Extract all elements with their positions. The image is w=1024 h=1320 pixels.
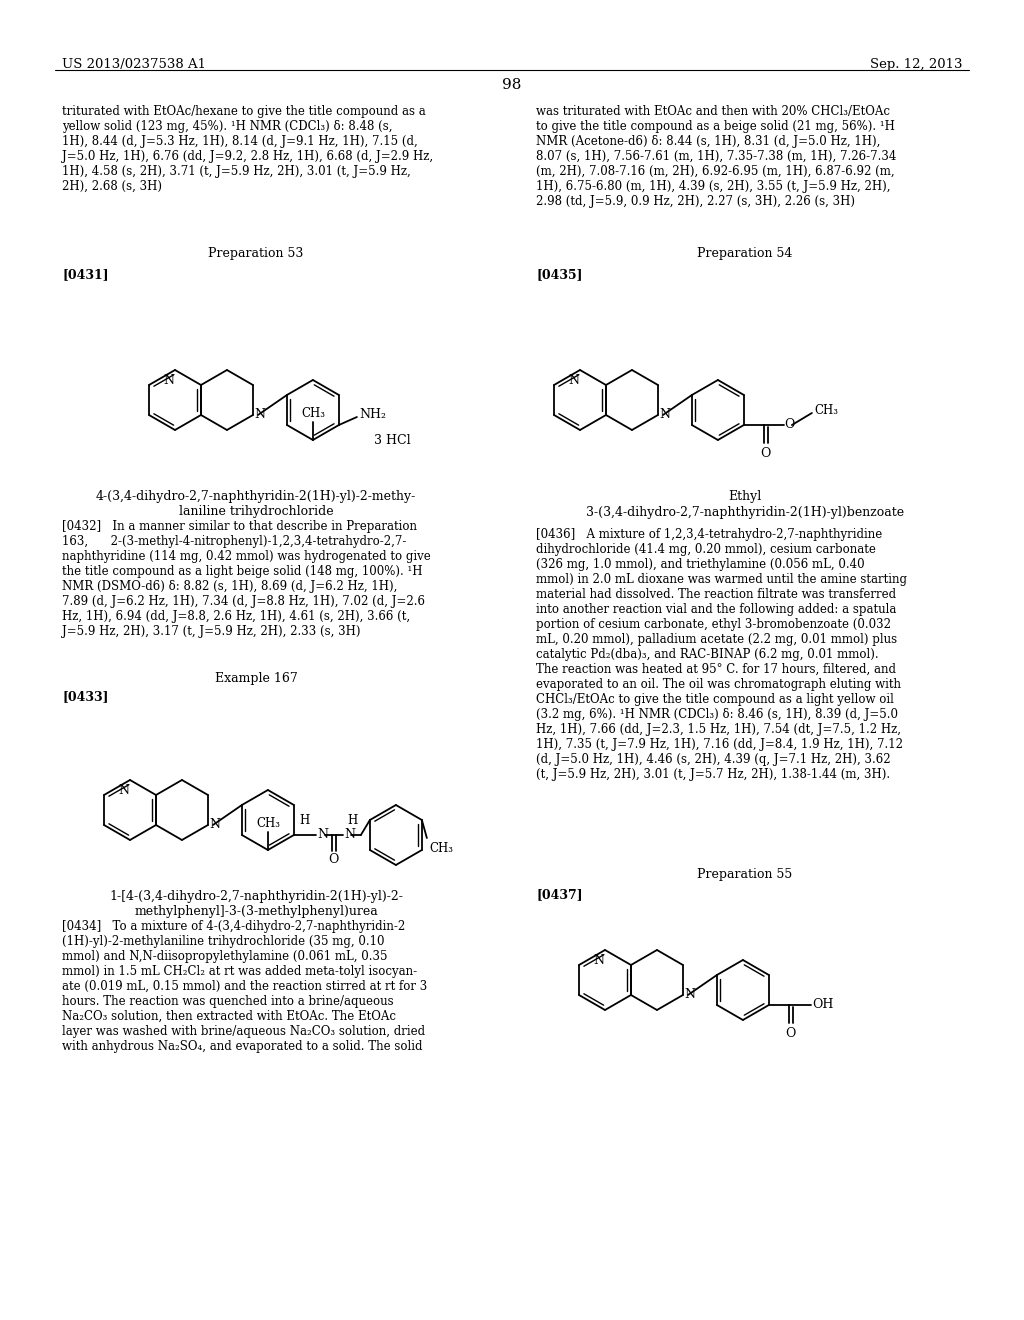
Text: Ethyl: Ethyl — [728, 490, 762, 503]
Text: [0435]: [0435] — [536, 268, 583, 281]
Text: 1-[4-(3,4-dihydro-2,7-naphthyridin-2(1H)-yl)-2-
methylphenyl]-3-(3-methylphenyl): 1-[4-(3,4-dihydro-2,7-naphthyridin-2(1H)… — [110, 890, 402, 917]
Text: O: O — [785, 1027, 796, 1040]
Text: CH₃: CH₃ — [814, 404, 838, 417]
Text: Sep. 12, 2013: Sep. 12, 2013 — [869, 58, 962, 71]
Text: [0434]   To a mixture of 4-(3,4-dihydro-2,7-naphthyridin-2
(1H)-yl)-2-methylanil: [0434] To a mixture of 4-(3,4-dihydro-2,… — [62, 920, 427, 1053]
Text: OH: OH — [812, 998, 834, 1011]
Text: 3-(3,4-dihydro-2,7-naphthyridin-2(1H)-yl)benzoate: 3-(3,4-dihydro-2,7-naphthyridin-2(1H)-yl… — [586, 506, 904, 519]
Text: O: O — [329, 853, 339, 866]
Text: [0436]   A mixture of 1,2,3,4-tetrahydro-2,7-naphthyridine
dihydrochloride (41.4: [0436] A mixture of 1,2,3,4-tetrahydro-2… — [536, 528, 907, 781]
Text: NH₂: NH₂ — [358, 408, 386, 421]
Text: triturated with EtOAc/hexane to give the title compound as a
yellow solid (123 m: triturated with EtOAc/hexane to give the… — [62, 106, 433, 193]
Text: N: N — [344, 829, 355, 842]
Text: Example 167: Example 167 — [215, 672, 297, 685]
Text: CH₃: CH₃ — [256, 817, 280, 830]
Text: Preparation 53: Preparation 53 — [208, 247, 304, 260]
Text: [0431]: [0431] — [62, 268, 109, 281]
Text: H: H — [348, 814, 358, 828]
Text: 4-(3,4-dihydro-2,7-naphthyridin-2(1H)-yl)-2-methy-
laniline trihydrochloride: 4-(3,4-dihydro-2,7-naphthyridin-2(1H)-yl… — [96, 490, 416, 517]
Text: CH₃: CH₃ — [430, 842, 454, 855]
Text: N: N — [254, 408, 265, 421]
Text: US 2013/0237538 A1: US 2013/0237538 A1 — [62, 58, 206, 71]
Text: N: N — [209, 818, 220, 832]
Text: was triturated with EtOAc and then with 20% CHCl₃/EtOAc
to give the title compou: was triturated with EtOAc and then with … — [536, 106, 896, 209]
Text: N: N — [658, 408, 670, 421]
Text: 3 HCl: 3 HCl — [374, 433, 411, 446]
Text: H: H — [300, 814, 310, 828]
Text: N: N — [684, 989, 695, 1002]
Text: O: O — [761, 447, 771, 459]
Text: [0433]: [0433] — [62, 690, 109, 704]
Text: N: N — [163, 374, 174, 387]
Text: Preparation 55: Preparation 55 — [697, 869, 793, 880]
Text: Preparation 54: Preparation 54 — [697, 247, 793, 260]
Text: 98: 98 — [503, 78, 521, 92]
Text: [0437]: [0437] — [536, 888, 583, 902]
Text: N: N — [316, 829, 328, 842]
Text: N: N — [118, 784, 129, 797]
Text: CH₃: CH₃ — [301, 407, 325, 420]
Text: O: O — [784, 418, 795, 432]
Text: [0432]   In a manner similar to that describe in Preparation
163,      2-(3-meth: [0432] In a manner similar to that descr… — [62, 520, 431, 638]
Text: N: N — [593, 954, 604, 968]
Text: N: N — [568, 374, 579, 387]
